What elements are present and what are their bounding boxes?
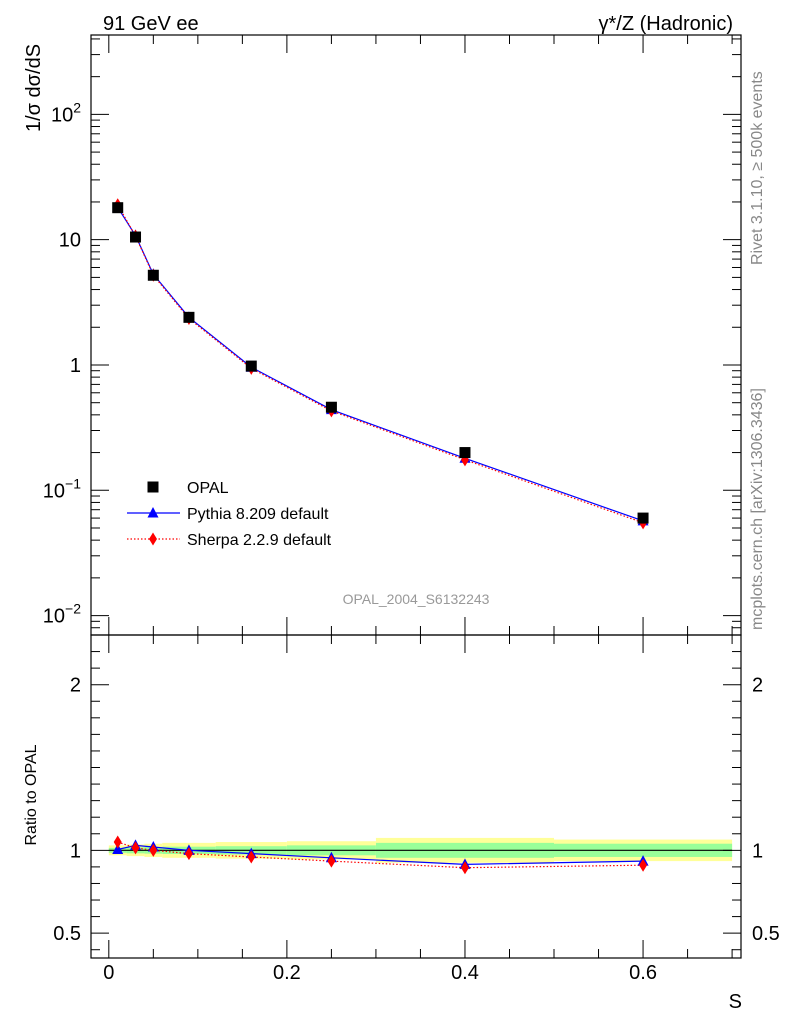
legend-label-0: OPAL [187, 480, 229, 497]
main-point-s0-6 [459, 447, 471, 459]
ratio-y-tick-label-left: 2 [70, 675, 81, 697]
main-y-tick-label: 1 [70, 355, 81, 377]
main-panel-axes: 10−2 10−1 1 10 102 [43, 34, 742, 636]
ratio-point-s1-0 [113, 835, 122, 849]
x-tick-label: 0 [103, 962, 114, 984]
main-y-tick-label: 10−2 [43, 601, 81, 628]
ratio-y-tick-label-left: 0.5 [53, 923, 81, 945]
mcplots-reference-label: mcplots.cern.ch [arXiv:1306.3436] [749, 388, 766, 630]
legend-label-2: Sherpa 2.2.9 default [187, 532, 332, 549]
main-point-s0-1 [130, 231, 142, 243]
rivet-version-label: Rivet 3.1.10, ≥ 500k events [749, 71, 766, 265]
main-point-s0-5 [325, 401, 337, 413]
main-series-line-1 [117, 207, 644, 522]
main-point-s0-3 [183, 311, 195, 323]
main-y-tick-label: 10−1 [43, 475, 81, 502]
header-left-label: 91 GeV ee [103, 13, 199, 35]
main-y-axis-label: 1/σ dσ/dS [23, 44, 45, 132]
ratio-panel-axes: 0.5 0.5 1 1 2 2 0 0.2 0.4 0.6 [53, 634, 780, 984]
legend-marker-1 [147, 507, 159, 518]
main-point-s0-2 [147, 269, 159, 281]
x-axis-label: S [729, 991, 742, 1013]
ratio-y-tick-label-left: 1 [70, 840, 81, 862]
main-y-tick-label: 102 [51, 99, 81, 126]
analysis-watermark: OPAL_2004_S6132243 [343, 591, 490, 607]
ratio-point-s1-7 [639, 858, 648, 872]
legend: OPAL Pythia 8.209 default Sherpa 2.2.9 def… [127, 480, 332, 549]
ratio-panel-frame [90, 634, 742, 959]
legend-label-1: Pythia 8.209 default [187, 506, 329, 523]
ratio-y-tick-label-right: 0.5 [752, 923, 780, 945]
main-point-s0-0 [112, 202, 124, 214]
x-tick-label: 0.6 [629, 962, 657, 984]
ratio-point-s1-3 [184, 847, 193, 861]
header-right-label: γ*/Z (Hadronic) [599, 13, 733, 35]
ratio-y-axis-label: Ratio to OPAL [23, 744, 40, 845]
ratio-point-s1-2 [149, 843, 158, 857]
ratio-point-s1-1 [131, 841, 140, 855]
main-panel-marks [112, 198, 649, 530]
ratio-y-tick-label-right: 1 [752, 840, 763, 862]
legend-marker-2 [149, 532, 157, 546]
x-tick-label: 0.4 [451, 962, 479, 984]
ratio-point-s1-6 [460, 861, 469, 875]
main-series-line-2 [117, 204, 644, 524]
ratio-point-s0-0 [112, 843, 124, 855]
ratio-y-tick-label-right: 2 [752, 675, 763, 697]
main-point-s0-7 [637, 512, 649, 524]
ratio-point-s1-4 [247, 850, 256, 864]
x-tick-label: 0.2 [273, 962, 301, 984]
main-y-tick-label: 10 [59, 230, 81, 252]
ratio-point-s1-5 [327, 854, 336, 868]
ratio-panel-background [108, 837, 733, 863]
legend-marker-0 [147, 481, 159, 493]
ratio-panel-marks [112, 835, 649, 875]
main-point-s0-4 [245, 360, 257, 372]
